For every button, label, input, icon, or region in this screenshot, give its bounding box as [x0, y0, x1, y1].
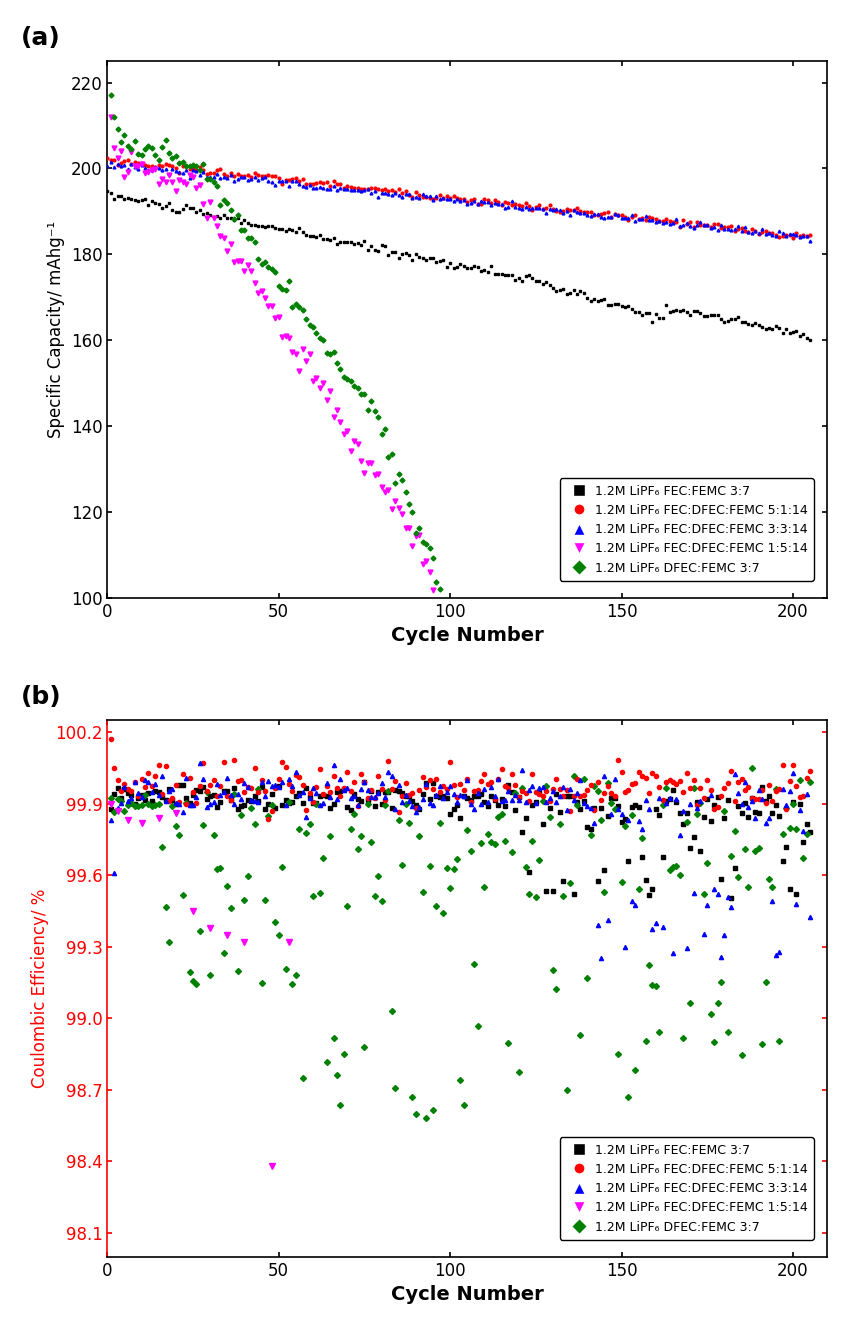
Y-axis label: Specific Capacity/ mAhg⁻¹: Specific Capacity/ mAhg⁻¹ [47, 221, 65, 438]
Text: (a): (a) [21, 27, 61, 51]
Y-axis label: Coulombic Efficiency/ %: Coulombic Efficiency/ % [32, 888, 50, 1088]
X-axis label: Cycle Number: Cycle Number [391, 626, 544, 645]
Legend: 1.2M LiPF₆ FEC:FEMC 3:7, 1.2M LiPF₆ FEC:DFEC:FEMC 5:1:14, 1.2M LiPF₆ FEC:DFEC:FE: 1.2M LiPF₆ FEC:FEMC 3:7, 1.2M LiPF₆ FEC:… [560, 478, 814, 581]
Text: (b): (b) [21, 686, 62, 710]
X-axis label: Cycle Number: Cycle Number [391, 1285, 544, 1304]
Legend: 1.2M LiPF₆ FEC:FEMC 3:7, 1.2M LiPF₆ FEC:DFEC:FEMC 5:1:14, 1.2M LiPF₆ FEC:DFEC:FE: 1.2M LiPF₆ FEC:FEMC 3:7, 1.2M LiPF₆ FEC:… [560, 1138, 814, 1240]
